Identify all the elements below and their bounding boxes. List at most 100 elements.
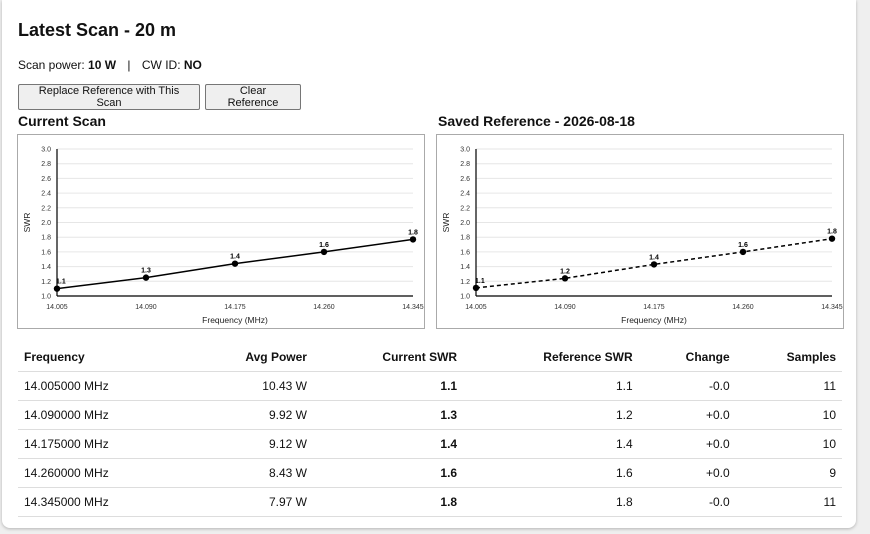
table-row: 14.175000 MHz 9.12 W 1.4 1.4 +0.0 10 xyxy=(18,429,842,459)
col-reference-swr-cell: 1.6 xyxy=(463,458,639,488)
col-frequency-cell: 14.175000 MHz xyxy=(18,429,186,459)
col-current-swr-cell: 1.4 xyxy=(312,429,464,459)
data-point xyxy=(561,275,569,282)
y-tick-label: 1.2 xyxy=(41,279,51,286)
y-tick-label: 1.0 xyxy=(41,294,51,301)
data-label: 1.4 xyxy=(649,254,659,261)
x-tick-label: 14.005 xyxy=(465,304,487,311)
cw-id-value: NO xyxy=(183,58,202,72)
x-tick-label: 14.090 xyxy=(135,304,157,311)
x-tick-label: 14.260 xyxy=(313,304,335,311)
x-tick-label: 14.345 xyxy=(402,304,424,311)
y-tick-label: 2.4 xyxy=(460,191,470,198)
data-label: 1.2 xyxy=(560,268,570,275)
col-samples-cell: 9 xyxy=(735,458,842,488)
col-frequency-cell: 14.005000 MHz xyxy=(18,371,186,401)
y-tick-label: 1.6 xyxy=(41,249,51,256)
y-tick-label: 1.4 xyxy=(460,264,470,271)
cw-id-label: CW ID: xyxy=(141,58,181,72)
col-current-swr-cell: 1.3 xyxy=(312,400,464,430)
data-label: 1.8 xyxy=(408,229,418,236)
x-tick-label: 14.345 xyxy=(821,304,843,311)
data-point xyxy=(53,285,61,292)
y-tick-label: 1.4 xyxy=(41,264,51,271)
col-samples-cell: 11 xyxy=(735,487,842,517)
col-samples-header: Samples xyxy=(786,350,836,364)
data-point xyxy=(828,235,836,242)
col-avg-power-cell: 9.12 W xyxy=(185,429,313,459)
saved-reference-chart-svg: 1.0 1.2 1.4 1.6 1.8 2.0 2.2 2.4 2.6 2.8 3.0 14.005 1… xyxy=(441,147,843,326)
saved-reference-chart-title: Saved Reference - 2026-08-18 xyxy=(438,113,635,129)
table-row: 14.090000 MHz 9.92 W 1.3 1.2 +0.0 10 xyxy=(18,400,842,430)
col-current-swr-cell: 1.8 xyxy=(312,487,464,517)
data-point xyxy=(320,248,328,256)
col-current-swr-header: Current SWR xyxy=(382,350,458,364)
scan-meta: Scan power: 10 W | CW ID: NO xyxy=(18,58,202,72)
table-header-row: Frequency Avg Power Current SWR Reference S… xyxy=(18,343,842,372)
x-tick-label: 14.175 xyxy=(224,304,246,311)
latest-scan-card: Latest Scan - 20 m Scan power: 10 W | CW… xyxy=(2,0,856,528)
col-avg-power-header: Avg Power xyxy=(245,350,307,364)
y-tick-label: 1.8 xyxy=(41,235,51,242)
x-tick-label: 14.090 xyxy=(554,304,576,311)
y-tick-label: 2.8 xyxy=(460,161,470,168)
y-tick-label: 3.0 xyxy=(460,147,470,154)
col-avg-power-cell: 8.43 W xyxy=(185,458,313,488)
y-tick-label: 2.6 xyxy=(460,176,470,183)
col-frequency-header: Frequency xyxy=(24,350,85,364)
col-change-cell: +0.0 xyxy=(638,458,736,488)
replace-reference-button[interactable]: Replace Reference with This Scan xyxy=(18,84,200,110)
col-change-cell: -0.0 xyxy=(638,487,736,517)
y-tick-label: 2.4 xyxy=(41,191,51,198)
col-reference-swr-cell: 1.8 xyxy=(463,487,639,517)
col-frequency-cell: 14.090000 MHz xyxy=(18,400,186,430)
col-change-cell: -0.0 xyxy=(638,371,736,401)
table-body: 14.005000 MHz 10.43 W 1.1 1.1 -0.0 11 14.09000… xyxy=(18,371,842,517)
y-tick-label: 2.0 xyxy=(460,220,470,227)
y-axis-label: SWR xyxy=(22,213,32,233)
col-current-swr-cell: 1.6 xyxy=(312,458,464,488)
data-label: 1.4 xyxy=(230,254,240,261)
data-label: 1.1 xyxy=(475,278,485,285)
y-tick-label: 2.0 xyxy=(41,220,51,227)
col-frequency-cell: 14.260000 MHz xyxy=(18,458,186,488)
data-point xyxy=(231,260,239,267)
meta-separator: | xyxy=(127,58,131,72)
data-point xyxy=(650,261,658,268)
col-change-header: Change xyxy=(685,350,730,364)
col-change-cell: +0.0 xyxy=(638,429,736,459)
clear-reference-button[interactable]: Clear Reference xyxy=(205,84,301,110)
col-samples-cell: 11 xyxy=(735,371,842,401)
x-tick-label: 14.260 xyxy=(732,304,754,311)
data-label: 1.1 xyxy=(56,279,66,286)
x-tick-label: 14.005 xyxy=(46,304,68,311)
data-point xyxy=(472,284,480,292)
col-current-swr-cell: 1.1 xyxy=(312,371,464,401)
col-reference-swr-cell: 1.2 xyxy=(463,400,639,430)
y-axis-label: SWR xyxy=(441,213,451,233)
page-title: Latest Scan - 20 m xyxy=(18,20,177,40)
col-avg-power-cell: 10.43 W xyxy=(185,371,313,401)
scan-power-label: Scan power: xyxy=(18,58,85,72)
y-tick-label: 1.2 xyxy=(460,279,470,286)
col-avg-power-cell: 9.92 W xyxy=(185,400,313,430)
data-point xyxy=(409,236,417,243)
col-reference-swr-header: Reference SWR xyxy=(543,350,633,364)
x-axis-label: Frequency (MHz) xyxy=(621,315,687,325)
series-line xyxy=(475,237,833,289)
saved-reference-chart: 1.0 1.2 1.4 1.6 1.8 2.0 2.2 2.4 2.6 2.8 3.0 14.005 1… xyxy=(436,134,844,329)
x-tick-label: 14.175 xyxy=(643,304,665,311)
current-scan-chart: 1.0 1.2 1.4 1.6 1.8 2.0 2.2 2.4 2.6 2.8 3.0 14.005 1… xyxy=(17,134,425,329)
col-avg-power-cell: 7.97 W xyxy=(185,487,313,517)
data-label: 1.6 xyxy=(319,242,329,249)
table-row: 14.005000 MHz 10.43 W 1.1 1.1 -0.0 11 xyxy=(18,371,842,401)
col-reference-swr-cell: 1.1 xyxy=(463,371,639,401)
col-reference-swr-cell: 1.4 xyxy=(463,429,639,459)
current-scan-chart-title: Current Scan xyxy=(18,113,106,129)
y-tick-label: 2.8 xyxy=(41,161,51,168)
current-scan-chart-svg: 1.0 1.2 1.4 1.6 1.8 2.0 2.2 2.4 2.6 2.8 3.0 14.005 1… xyxy=(22,147,424,326)
x-axis-label: Frequency (MHz) xyxy=(202,315,268,325)
y-tick-label: 2.6 xyxy=(41,176,51,183)
y-tick-label: 2.2 xyxy=(41,205,51,212)
table-row: 14.260000 MHz 8.43 W 1.6 1.6 +0.0 9 xyxy=(18,458,842,488)
